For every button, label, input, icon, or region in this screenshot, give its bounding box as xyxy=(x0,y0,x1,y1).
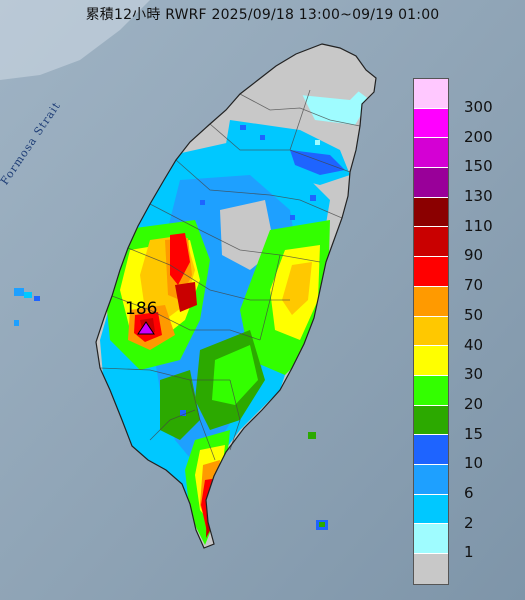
legend-colorbar xyxy=(413,78,449,585)
legend-label: 150 xyxy=(464,157,493,176)
legend-labels: 300 200 150 130 110 90 70 50 40 30 20 15 10 6 2 1 xyxy=(464,78,524,561)
legend-label: 15 xyxy=(464,424,484,443)
green-island xyxy=(308,432,316,439)
legend-label: 50 xyxy=(464,305,484,324)
legend-swatch xyxy=(414,435,448,465)
legend-label: 10 xyxy=(464,454,484,473)
legend-swatch xyxy=(414,554,448,584)
legend-swatch xyxy=(414,524,448,554)
legend-label: 2 xyxy=(464,513,474,532)
legend-label: 130 xyxy=(464,186,493,205)
legend-swatch xyxy=(414,286,448,317)
mainland-coast xyxy=(0,0,150,80)
legend-swatch xyxy=(414,316,448,347)
legend-swatch xyxy=(414,346,448,376)
map-title: 累積12小時 RWRF 2025/09/18 13:00~09/19 01:00 xyxy=(85,7,440,23)
penghu-islands xyxy=(14,288,40,326)
legend-swatch xyxy=(414,79,448,109)
legend-label: 110 xyxy=(464,216,493,235)
legend-swatch xyxy=(414,227,448,258)
legend-swatch xyxy=(414,108,448,139)
max-station-value: 186 xyxy=(125,299,158,319)
legend-swatch xyxy=(414,197,448,228)
legend-swatch xyxy=(414,464,448,495)
legend-swatch xyxy=(414,375,448,406)
county-boundaries xyxy=(99,89,361,461)
legend-label: 70 xyxy=(464,275,484,294)
rainfall-layers xyxy=(100,50,370,545)
legend-label: 40 xyxy=(464,335,484,354)
legend-label: 6 xyxy=(464,483,474,502)
legend-swatch xyxy=(414,168,448,198)
legend-swatch xyxy=(414,494,448,525)
max-station-marker xyxy=(137,321,155,335)
legend-label: 200 xyxy=(464,127,493,146)
legend-label: 30 xyxy=(464,364,484,383)
legend-swatch xyxy=(414,257,448,287)
legend-label: 20 xyxy=(464,394,484,413)
legend-label: 90 xyxy=(464,246,484,265)
legend-swatch xyxy=(414,405,448,436)
legend-swatch xyxy=(414,138,448,169)
legend-label: 300 xyxy=(464,97,493,116)
legend-label: 1 xyxy=(464,543,474,562)
